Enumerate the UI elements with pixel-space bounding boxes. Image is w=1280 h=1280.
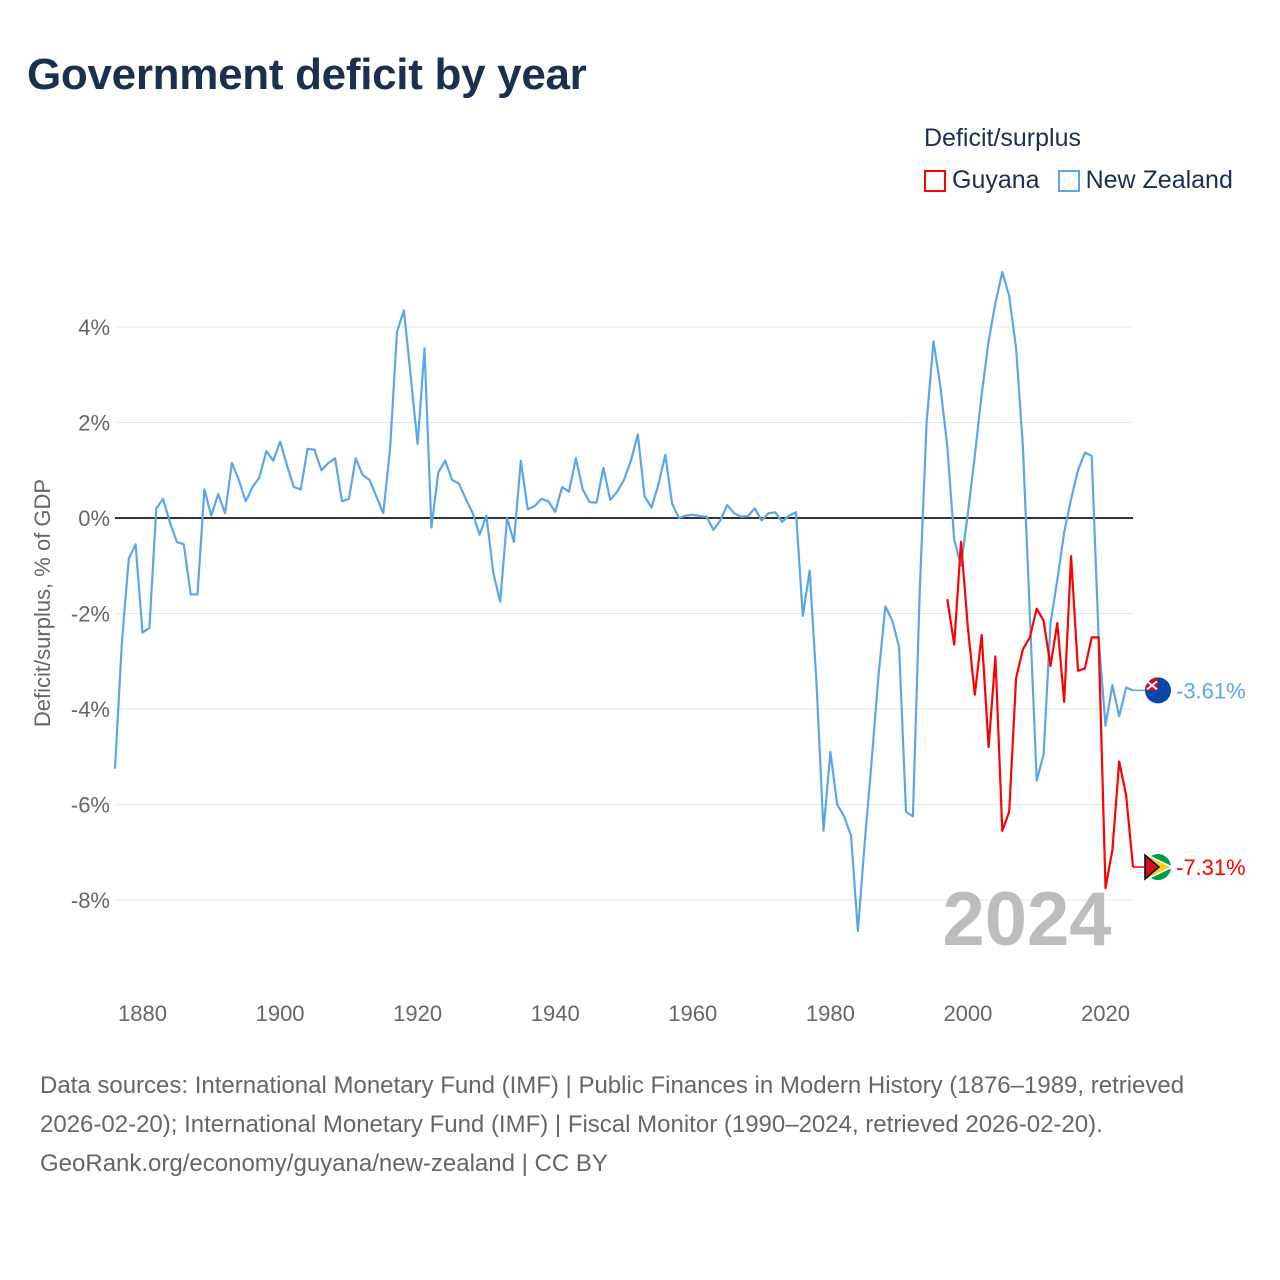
line-chart: 4% 2% 0% -2% -4% -6% -8% 1880 1900 1920 1940 1960 19… [30,271,1246,1026]
legend-item-guyana[interactable]: Guyana [924,166,1040,195]
x-tick-label: 2000 [943,1001,992,1026]
x-tick-label: 1980 [806,1001,855,1026]
end-value-label-new-zealand: -3.61% [1176,678,1246,703]
x-tick-label: 1880 [118,1001,167,1026]
legend: Guyana New Zealand [924,166,1233,195]
credit-link[interactable]: GeoRank.org/economy/guyana/new-zealand |… [40,1150,608,1177]
legend-label: New Zealand [1085,166,1233,194]
end-value-label-guyana: -7.31% [1176,855,1246,880]
y-axis-label: Deficit/surplus, % of GDP [30,479,55,727]
y-tick-label: 0% [78,506,110,531]
y-tick-label: -8% [71,888,110,913]
x-tick-label: 1940 [531,1001,580,1026]
legend-swatch-new-zealand [1057,169,1080,192]
legend-label: Guyana [952,166,1040,194]
x-tick-label: 1900 [256,1001,305,1026]
legend-swatch-guyana [924,169,946,192]
series-line-new-zealand [113,271,1134,933]
y-tick-label: -4% [71,697,110,722]
legend-item-new-zealand[interactable]: New Zealand [1057,166,1233,195]
legend-title: Deficit/surplus [924,124,1081,152]
x-tick-label: 1920 [393,1001,442,1026]
y-tick-label: -2% [71,602,110,627]
series-line-guyana [946,540,1135,890]
x-tick-label: 1960 [668,1001,717,1026]
y-tick-label: 4% [78,315,110,340]
flag-guyana-icon [1144,852,1174,882]
data-sources: Data sources: International Monetary Fun… [40,1072,1185,1138]
year-watermark: 2024 [942,877,1111,962]
y-tick-label: -6% [71,793,110,818]
x-tick-label: 2020 [1081,1001,1130,1026]
y-tick-label: 2% [78,411,110,436]
chart-title: Government deficit by year [27,50,587,99]
footer: Data sources: International Monetary Fun… [40,1066,1240,1183]
flag-new-zealand-icon [1145,677,1171,704]
